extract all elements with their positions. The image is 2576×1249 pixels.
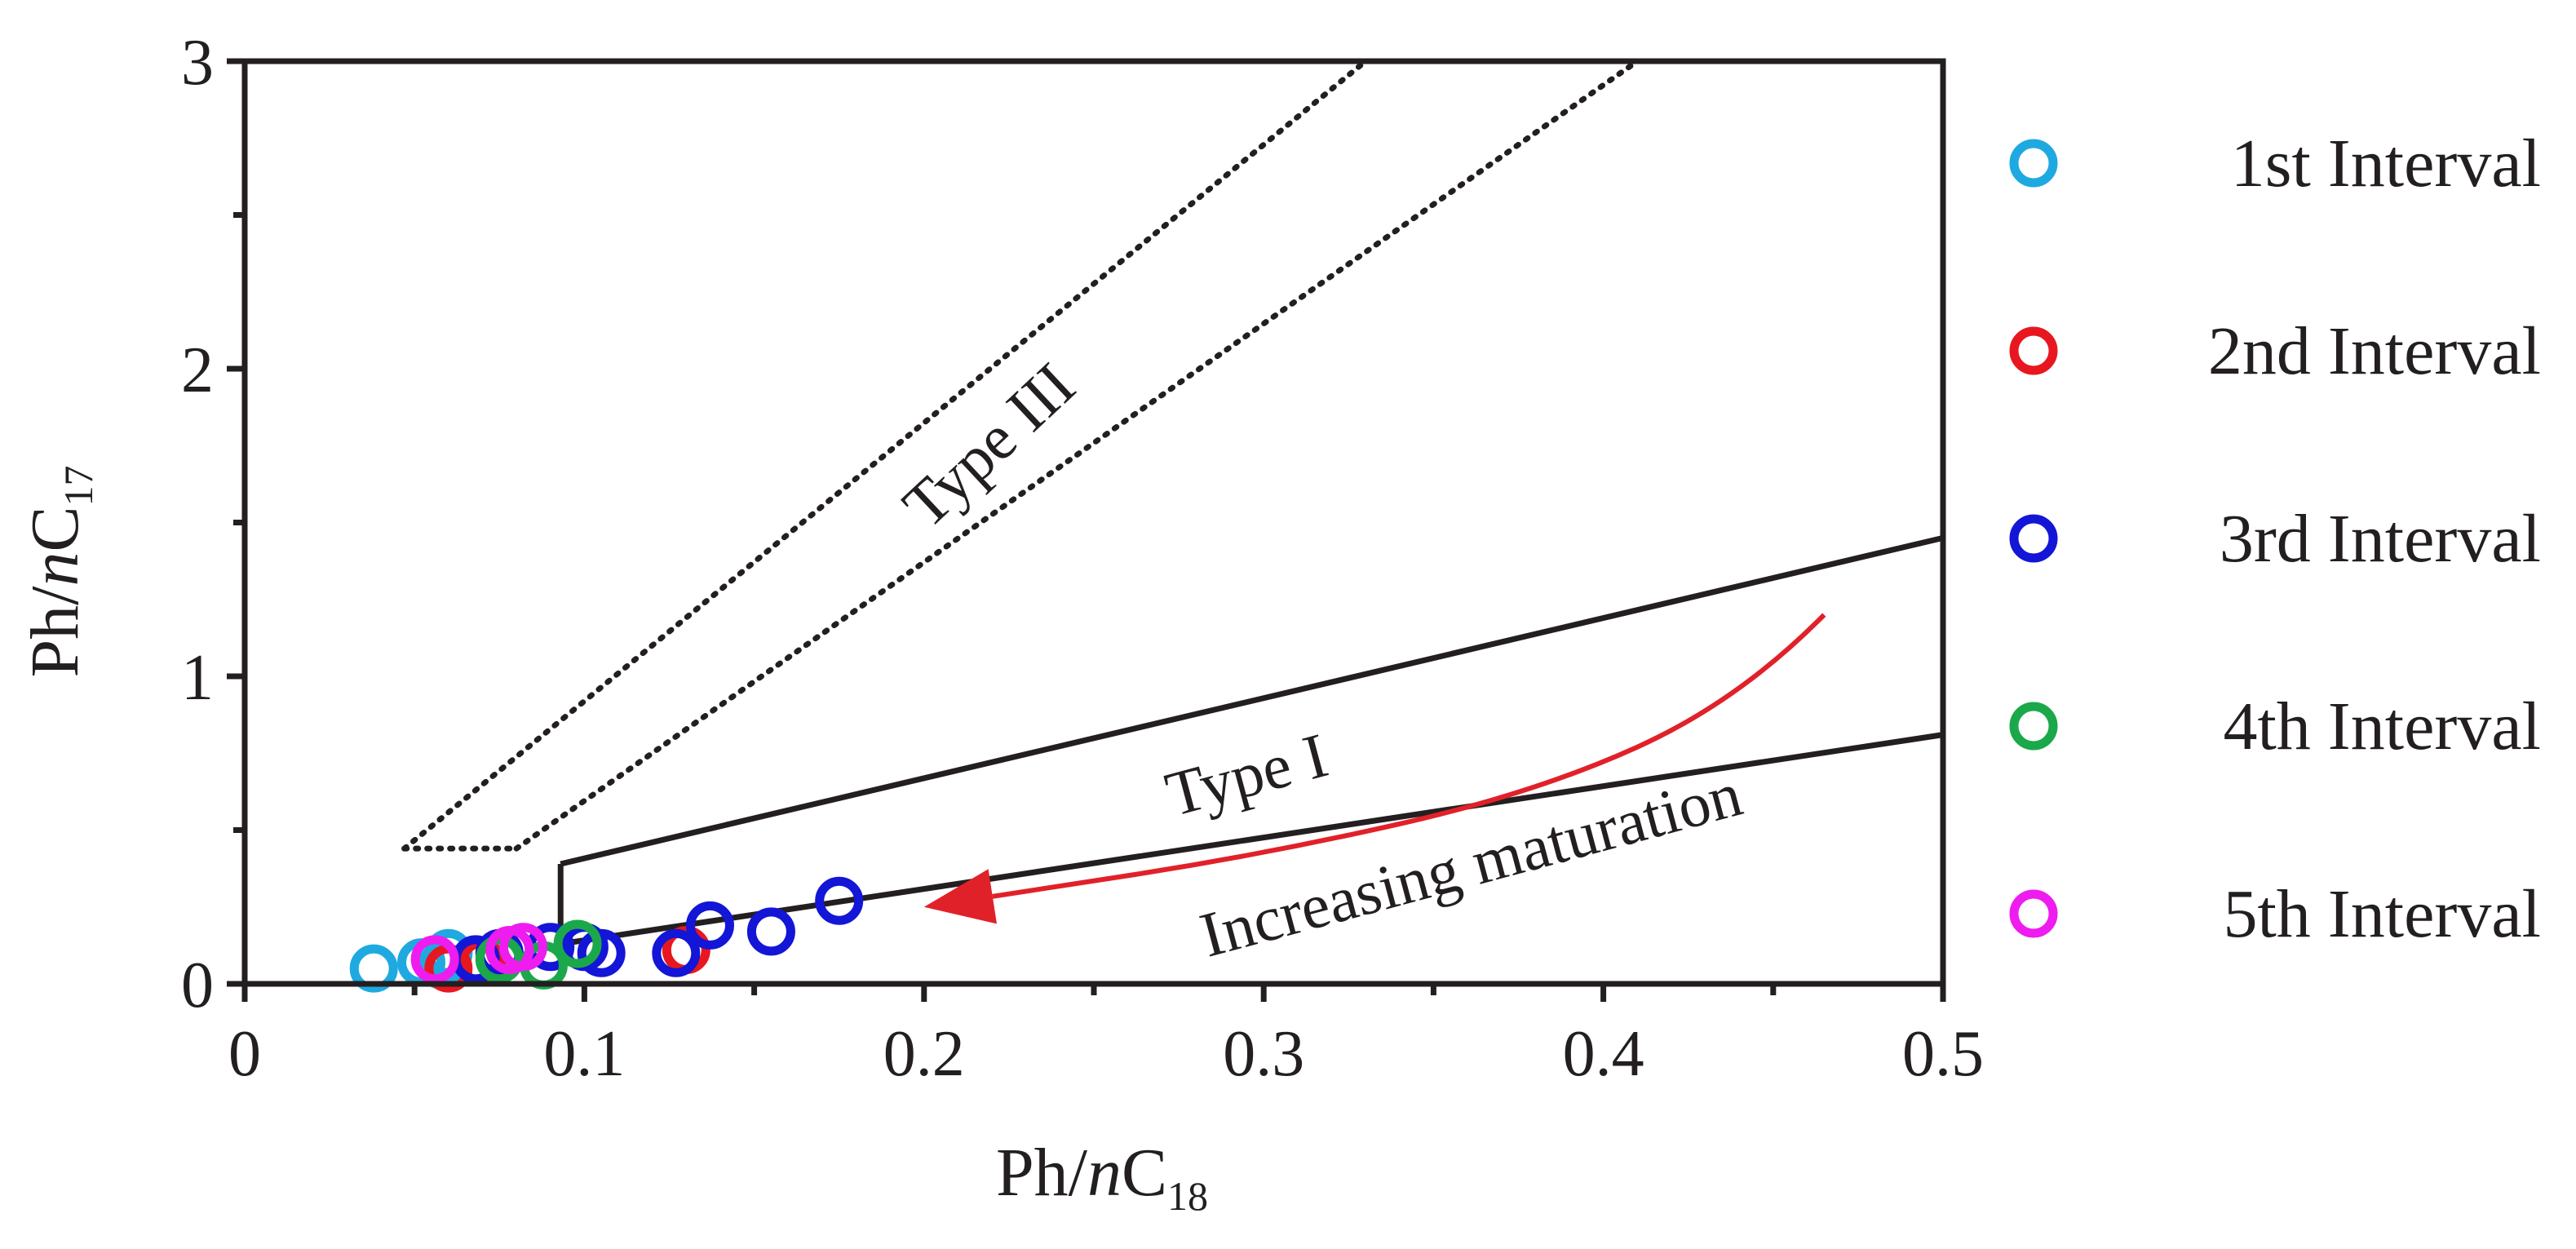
- x-axis-ticks: 0 0.1 0.2 0.3 0.4 0.5: [228, 984, 1984, 1090]
- y-axis-ticks: 0 1 2 3: [181, 27, 245, 1021]
- data-point-series-4: [553, 919, 602, 968]
- legend-label: 4th Interval: [2223, 689, 2541, 764]
- data-point-series-3: [746, 907, 795, 956]
- legend: 1st Interval 2nd Interval 3rd Interval 4th …: [2009, 126, 2541, 952]
- y-tick-label: 1: [181, 642, 214, 714]
- x-axis-title-element: C: [1122, 1135, 1167, 1211]
- x-tick-label: 0.1: [543, 1018, 625, 1090]
- x-tick-label: 0.3: [1223, 1018, 1304, 1090]
- type-iii-label: Type III: [889, 349, 1088, 542]
- y-axis-title-italic: n: [17, 551, 93, 586]
- type-i-label: Type I: [1158, 719, 1334, 830]
- data-point-series-1: [349, 944, 398, 993]
- data-point-series-3: [815, 876, 864, 925]
- x-axis-title-subscript: 18: [1167, 1173, 1208, 1219]
- legend-label: 3rd Interval: [2220, 501, 2541, 577]
- x-axis-title-main: Ph/: [996, 1135, 1088, 1211]
- data-points: [349, 876, 864, 993]
- x-tick-label: 0.2: [883, 1018, 965, 1090]
- type-i-upper-boundary: [560, 534, 1944, 867]
- legend-marker: [2009, 326, 2058, 375]
- y-axis-title: Ph/nC17: [17, 465, 101, 677]
- legend-item: 5th Interval: [2009, 876, 2541, 952]
- x-tick-label: 0.5: [1902, 1018, 1984, 1090]
- type-i-lower-boundary: [560, 732, 1944, 947]
- region-lines: [401, 58, 1944, 947]
- data-point-series-3: [652, 928, 701, 977]
- data-point-series-5: [410, 935, 459, 984]
- maturation-arrow-line: [992, 613, 1826, 899]
- data-point-series-3: [685, 901, 734, 950]
- data-point-series-4: [475, 935, 524, 984]
- data-point-series-3: [577, 928, 626, 977]
- y-tick-label: 0: [181, 950, 214, 1021]
- type-iii-lower-boundary: [513, 58, 1640, 852]
- legend-label: 2nd Interval: [2208, 313, 2541, 389]
- data-point-series-5: [498, 923, 547, 972]
- x-axis-title-italic: n: [1087, 1135, 1122, 1211]
- y-tick-label: 2: [181, 334, 214, 406]
- maturation-arrow: [923, 613, 1826, 924]
- legend-marker: [2009, 702, 2058, 751]
- type-iii-upper-boundary: [401, 58, 1369, 852]
- y-axis-title-element: C: [17, 506, 93, 551]
- legend-item: 2nd Interval: [2009, 313, 2541, 389]
- legend-item: 1st Interval: [2009, 126, 2541, 202]
- y-axis-title-main: Ph/: [17, 586, 93, 678]
- legend-label: 1st Interval: [2231, 126, 2541, 202]
- plot-frame: [241, 58, 1946, 987]
- legend-marker: [2009, 139, 2058, 188]
- legend-item: 4th Interval: [2009, 689, 2541, 764]
- legend-item: 3rd Interval: [2009, 501, 2541, 577]
- legend-label: 5th Interval: [2223, 876, 2541, 952]
- x-axis-title: Ph/nC18: [996, 1135, 1208, 1219]
- x-tick-label: 0: [228, 1018, 261, 1090]
- y-axis-title-subscript: 17: [55, 465, 101, 506]
- maturation-arrow-head: [923, 869, 997, 924]
- x-tick-label: 0.4: [1563, 1018, 1644, 1090]
- y-tick-label: 3: [181, 27, 214, 99]
- legend-marker: [2009, 514, 2058, 563]
- legend-marker: [2009, 889, 2058, 938]
